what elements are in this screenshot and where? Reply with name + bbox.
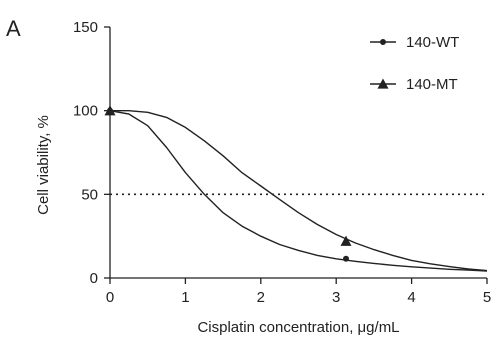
series-140-wt [107, 107, 488, 272]
x-tick-label: 4 [407, 289, 415, 306]
x-axis-label: Cisplatin concentration, μg/mL [197, 319, 399, 336]
data-point-140-mt [340, 235, 352, 246]
legend: 140-WT 140-MT [370, 34, 459, 93]
legend-label: 140-MT [406, 76, 458, 93]
x-tick-label: 2 [257, 289, 265, 306]
y-axis-label: Cell viability, % [35, 115, 52, 215]
y-tick-label: 50 [81, 186, 98, 203]
panel-label: A [6, 16, 21, 41]
legend-item-140-wt: 140-WT [370, 34, 459, 51]
data-point-140-mt [104, 105, 116, 116]
legend-item-140-mt: 140-MT [370, 76, 458, 93]
y-tick-label: 150 [73, 19, 98, 36]
x-tick-label: 0 [106, 289, 114, 306]
series-layer [104, 105, 488, 272]
x-tick-label: 3 [332, 289, 340, 306]
y-tick-label: 0 [90, 270, 98, 287]
data-point-140-wt [343, 255, 350, 262]
legend-marker [380, 39, 386, 45]
series-140-mt [104, 105, 488, 272]
axes: 0 50 100 150 0 1 2 3 4 5 [73, 19, 491, 306]
x-tick-label: 5 [483, 289, 491, 306]
curve-140-wt [109, 110, 488, 272]
legend-label: 140-WT [406, 34, 459, 51]
legend-marker [377, 78, 389, 89]
x-tick-label: 1 [181, 289, 189, 306]
curve-140-mt [110, 110, 488, 272]
y-tick-label: 100 [73, 103, 98, 120]
